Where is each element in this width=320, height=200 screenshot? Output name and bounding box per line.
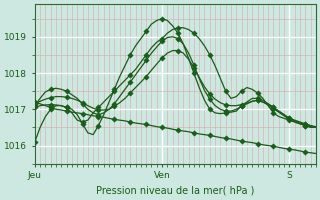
X-axis label: Pression niveau de la mer( hPa ): Pression niveau de la mer( hPa ) xyxy=(96,186,254,196)
